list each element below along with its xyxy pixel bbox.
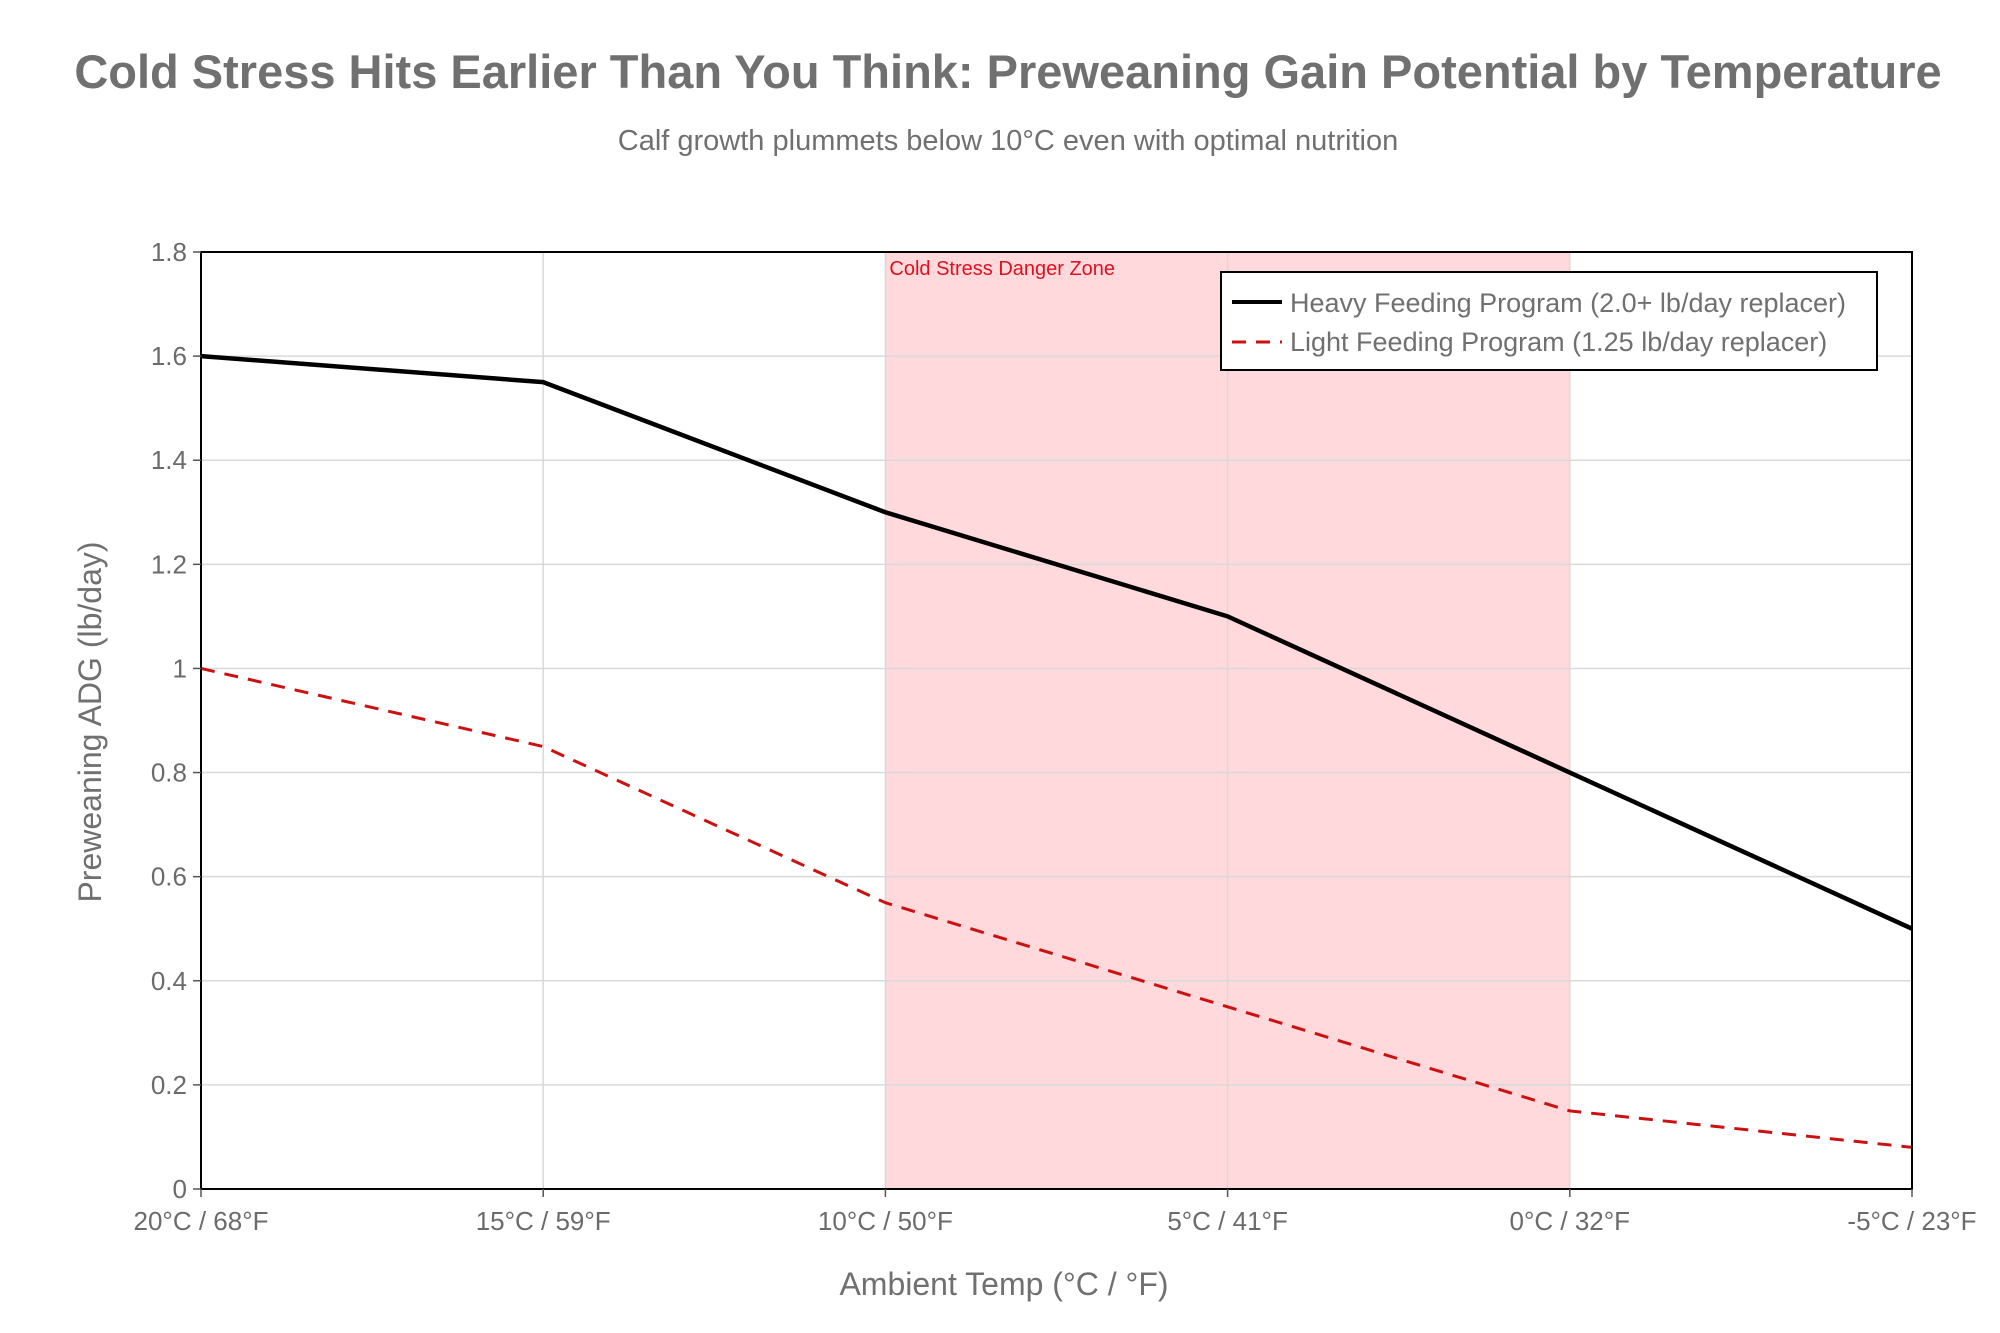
y-tick-label: 1.8: [151, 237, 187, 267]
y-tick-label: 0: [173, 1174, 187, 1204]
legend-label-light: Light Feeding Program (1.25 lb/day repla…: [1290, 327, 1827, 357]
x-tick-label: 5°C / 41°F: [1167, 1206, 1288, 1236]
danger-zone-label: Cold Stress Danger Zone: [889, 258, 1115, 280]
y-tick-label: 0.2: [151, 1070, 187, 1100]
y-tick-label: 0.6: [151, 862, 187, 892]
x-tick-label: 20°C / 68°F: [134, 1206, 269, 1236]
y-tick-label: 1.4: [151, 445, 187, 475]
chart-title: Cold Stress Hits Earlier Than You Think:…: [74, 45, 1941, 98]
legend: Heavy Feeding Program (2.0+ lb/day repla…: [1220, 271, 1878, 371]
y-tick-label: 0.8: [151, 758, 187, 788]
legend-label-heavy: Heavy Feeding Program (2.0+ lb/day repla…: [1290, 288, 1846, 318]
y-tick-label: 1.2: [151, 549, 187, 579]
x-tick-label: 15°C / 59°F: [476, 1206, 611, 1236]
x-tick-label: -5°C / 23°F: [1847, 1206, 1976, 1236]
x-axis-label: Ambient Temp (°C / °F): [839, 1266, 1168, 1302]
x-tick-label: 0°C / 32°F: [1510, 1206, 1631, 1236]
y-tick-label: 1.6: [151, 341, 187, 371]
chart-subtitle: Calf growth plummets below 10°C even wit…: [618, 125, 1398, 157]
series-line-light: [200, 666, 1913, 1149]
x-tick-label: 10°C / 50°F: [818, 1206, 953, 1236]
y-axis-label: Preweaning ADG (lb/day): [72, 541, 108, 902]
legend-box: [1220, 271, 1878, 371]
y-tick-label: 1: [173, 653, 187, 683]
plot-frame: [200, 251, 1913, 1190]
series-line-heavy: [200, 353, 1913, 931]
y-tick-label: 0.4: [151, 966, 187, 996]
